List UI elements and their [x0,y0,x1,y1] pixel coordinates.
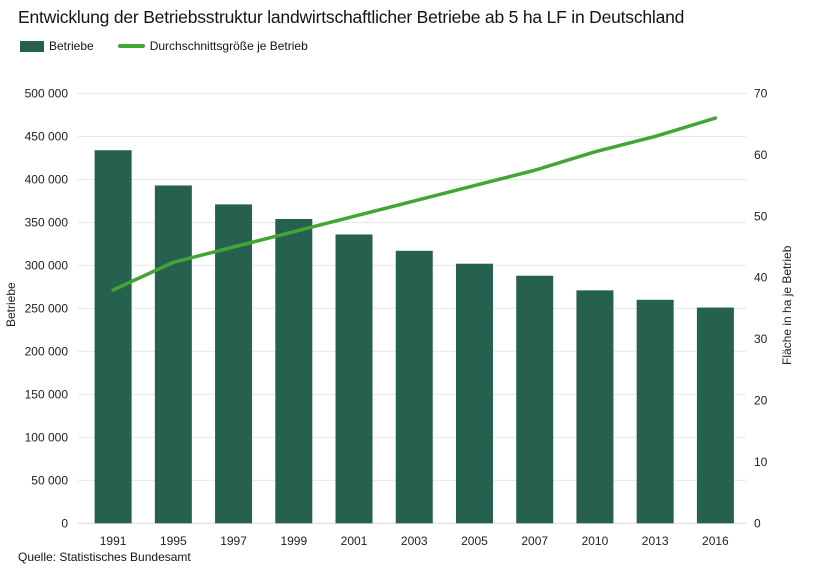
x-axis-tick-label: 1999 [280,534,307,548]
right-axis-tick-label: 40 [754,271,768,285]
line-series-label: Durchschnittsgröße je Betrieb [149,39,308,53]
bar-1995 [154,185,192,524]
bar-2005 [455,263,493,524]
left-axis-tick-label: 200 000 [25,344,69,358]
x-axis-tick-label: 2016 [702,534,729,548]
bar-2013 [636,299,674,524]
bar-1997 [215,204,253,524]
left-axis-tick-label: 250 000 [25,301,69,315]
bar-2007 [516,275,554,524]
right-axis-tick-label: 30 [754,332,768,346]
bar-series-swatch [20,40,44,52]
right-axis-tick-label: 20 [754,394,768,408]
x-axis-tick-label: 2010 [582,534,609,548]
x-axis-tick-label: 2001 [341,534,368,548]
chart-title: Entwicklung der Betriebsstruktur landwir… [18,7,685,27]
bar-2001 [335,234,373,524]
left-axis-tick-label: 450 000 [25,129,69,143]
left-axis-tick-label: 400 000 [25,172,69,186]
right-axis-tick-label: 0 [754,516,761,530]
x-axis-tick-label: 2007 [521,534,548,548]
bar-2010 [576,290,614,524]
x-axis-tick-label: 1991 [100,534,127,548]
legend-item-betriebe: Betriebe [20,39,94,53]
left-axis-tick-label: 300 000 [25,258,69,272]
line-series-swatch [117,44,145,48]
x-axis-tick-label: 2003 [401,534,428,548]
x-axis-tick-label: 1997 [220,534,247,548]
left-axis-tick-label: 500 000 [25,87,69,101]
right-axis-tick-label: 50 [754,209,768,223]
bar-series-label: Betriebe [49,39,94,53]
right-axis-tick-label: 10 [754,455,768,469]
legend-item-durchschnittsgroesse: Durchschnittsgröße je Betrieb [117,39,308,53]
legend: Betriebe Durchschnittsgröße je Betrieb [20,39,308,53]
bar-1999 [275,219,313,524]
left-axis-tick-label: 50 000 [31,473,68,487]
x-axis-tick-label: 2013 [642,534,669,548]
right-axis-tick-label: 70 [754,87,768,101]
left-axis-tick-label: 0 [61,516,68,530]
left-axis-tick-label: 150 000 [25,387,69,401]
bar-2016 [696,307,734,524]
left-axis-tick-label: 100 000 [25,430,69,444]
left-axis-tick-label: 350 000 [25,215,69,229]
x-axis-tick-label: 2005 [461,534,488,548]
bar-2003 [395,250,433,524]
trend-line [111,116,718,292]
source-note: Quelle: Statistisches Bundesamt [18,550,191,564]
bar-1991 [94,150,132,524]
right-axis-title: Fläche in ha je Betrieb [780,245,794,366]
right-axis-tick-label: 60 [754,148,768,162]
left-axis-title: Betriebe [4,282,18,328]
x-axis-tick-label: 1995 [160,534,187,548]
